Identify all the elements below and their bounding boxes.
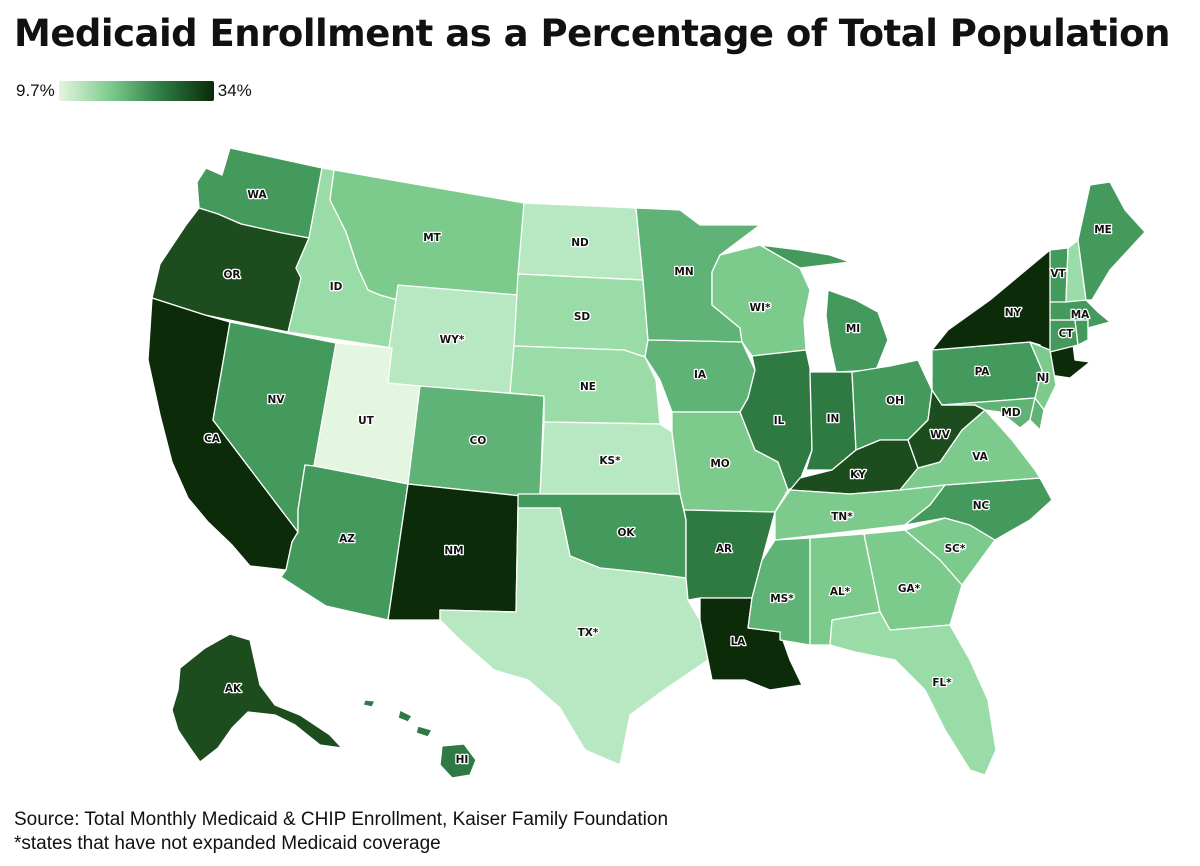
state-label-fl: FL* (932, 677, 952, 689)
state-label-sd: SD (574, 311, 591, 323)
state-label-il: IL (774, 415, 785, 427)
state-label-ok: OK (617, 527, 635, 539)
state-label-tn: TN* (831, 511, 853, 523)
state-label-md: MD (1001, 407, 1020, 419)
state-label-me: ME (1094, 224, 1112, 236)
state-me[interactable] (1077, 181, 1146, 301)
state-label-ne: NE (580, 381, 596, 393)
state-label-ca: CA (204, 433, 221, 445)
state-label-wi: WI* (750, 302, 771, 314)
state-label-ga: GA* (898, 583, 921, 595)
state-label-ia: IA (694, 369, 707, 381)
state-label-ms: MS* (770, 593, 794, 605)
state-fl[interactable] (829, 611, 997, 776)
state-label-mi: MI (846, 323, 860, 335)
legend-max-label: 34% (217, 81, 252, 100)
state-label-wa: WA (247, 189, 267, 201)
state-label-nc: NC (973, 500, 990, 512)
state-ri[interactable] (1074, 319, 1089, 346)
state-label-ks: KS* (599, 455, 621, 467)
state-label-mo: MO (710, 458, 729, 470)
state-label-az: AZ (339, 533, 355, 545)
legend-min-label: 9.7% (16, 81, 55, 100)
state-de[interactable] (1029, 397, 1045, 431)
state-label-ma: MA (1071, 309, 1090, 321)
state-label-co: CO (470, 435, 487, 447)
state-label-mt: MT (423, 232, 441, 244)
footnote-line: *states that have not expanded Medicaid … (14, 833, 441, 854)
state-label-vt: VT (1050, 268, 1066, 280)
map-title: Medicaid Enrollment as a Percentage of T… (14, 12, 1170, 55)
state-label-ky: KY (850, 469, 866, 481)
state-label-wv: WV (930, 429, 951, 441)
source-note: Source: Total Monthly Medicaid & CHIP En… (14, 808, 668, 856)
state-label-ct: CT (1059, 328, 1075, 340)
state-tx[interactable] (439, 507, 709, 766)
state-label-nv: NV (268, 394, 286, 406)
state-label-or: OR (223, 269, 240, 281)
state-il[interactable] (739, 349, 813, 491)
state-hi[interactable] (362, 699, 477, 779)
legend-gradient-bar (58, 81, 214, 101)
color-legend: 9.7% 34% (16, 80, 252, 102)
state-nc[interactable] (904, 477, 1053, 541)
state-label-al: AL* (830, 586, 851, 598)
state-label-ny: NY (1005, 307, 1022, 319)
source-line: Source: Total Monthly Medicaid & CHIP En… (14, 809, 669, 830)
state-label-va: VA (972, 451, 988, 463)
state-label-hi: HI (456, 754, 469, 766)
state-label-ar: AR (716, 543, 732, 555)
state-label-sc: SC* (945, 543, 966, 555)
state-label-la: LA (731, 636, 747, 648)
state-label-ak: AK (225, 683, 242, 695)
state-label-nj: NJ (1037, 372, 1050, 384)
state-ma[interactable] (1049, 299, 1111, 329)
state-label-pa: PA (975, 366, 991, 378)
state-label-mn: MN (674, 266, 693, 278)
state-label-nm: NM (444, 545, 463, 557)
state-label-oh: OH (886, 395, 904, 407)
state-label-tx: TX* (578, 627, 599, 639)
state-label-nd: ND (571, 237, 589, 249)
state-ms[interactable] (747, 537, 811, 646)
state-label-wy: WY* (440, 334, 465, 346)
state-ak[interactable] (171, 633, 343, 763)
state-label-in: IN (827, 413, 840, 425)
state-label-ut: UT (358, 415, 375, 427)
state-label-id: ID (330, 281, 343, 293)
